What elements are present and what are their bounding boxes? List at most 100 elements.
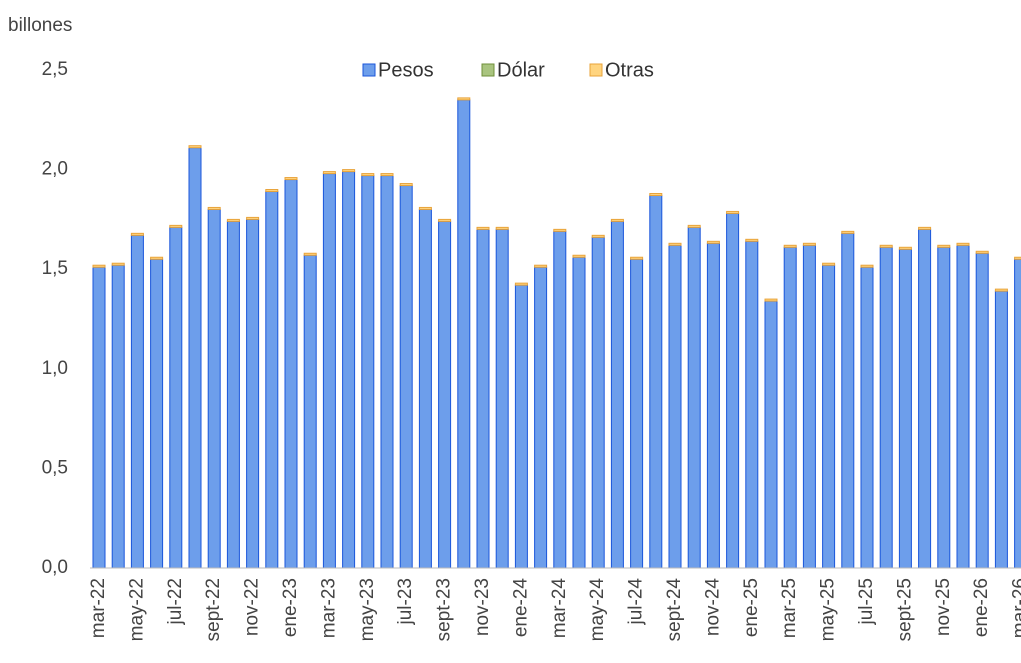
x-tick-label: ene-23 <box>280 578 301 637</box>
bar-segment <box>514 282 528 286</box>
x-tick-label: nov-22 <box>242 578 263 636</box>
bar-segment <box>822 262 836 266</box>
y-tick-label: 1,5 <box>42 258 68 279</box>
bar-segment <box>975 250 989 254</box>
bar-segment <box>553 228 567 232</box>
bar-segment <box>668 242 682 246</box>
bar-segment <box>130 234 144 569</box>
bar-segment <box>534 266 548 569</box>
bar-segment <box>553 230 567 569</box>
bar-segment <box>111 264 125 569</box>
bar-segment <box>1014 256 1021 260</box>
bar-segment <box>802 244 816 569</box>
bar-segment <box>841 230 855 234</box>
bar-segment <box>706 240 720 244</box>
bar-segment <box>169 224 183 228</box>
x-tick-label: sept-22 <box>203 578 224 641</box>
legend-swatch <box>481 63 495 77</box>
bar-segment <box>457 99 471 569</box>
bar-segment <box>438 220 452 569</box>
bar-segment <box>860 264 874 268</box>
y-tick-label: 0,5 <box>42 457 68 478</box>
bar-segment <box>246 216 260 220</box>
x-tick-label: may-23 <box>357 578 378 641</box>
bar-segment <box>418 206 432 210</box>
bar-segment <box>610 220 624 569</box>
y-tick-label: 2,0 <box>42 159 68 180</box>
bar-segment <box>495 226 509 230</box>
bar-segment <box>457 97 471 101</box>
y-tick-label: 1,0 <box>42 358 68 379</box>
bar-segment <box>841 232 855 569</box>
bar-segment <box>438 218 452 222</box>
bar-segment <box>918 228 932 569</box>
x-tick-label: jul-23 <box>395 578 416 625</box>
bar-segment <box>898 246 912 250</box>
bar-segment <box>150 258 164 569</box>
bar-segment <box>303 252 317 256</box>
x-tick-label: sept-25 <box>894 578 915 641</box>
bar-segment <box>649 193 663 196</box>
bar-segment <box>322 171 336 175</box>
bar-segment <box>668 244 682 569</box>
bar-segment <box>937 246 951 569</box>
bar-segment <box>226 220 240 569</box>
legend-label: Dólar <box>497 59 545 81</box>
x-tick-label: jul-25 <box>856 578 877 625</box>
x-tick-label: may-25 <box>818 578 839 641</box>
x-tick-label: sept-24 <box>664 578 685 642</box>
bar-segment <box>956 244 970 569</box>
bar-segment <box>956 242 970 246</box>
bar-segment <box>994 288 1008 292</box>
bar-segment <box>860 266 874 569</box>
bar-segment <box>418 208 432 569</box>
x-tick-label: mar-26 <box>1010 578 1021 638</box>
bar-segment <box>534 264 548 268</box>
legend-label: Pesos <box>378 59 434 81</box>
y-axis-label: billones <box>8 15 72 36</box>
bar-segment <box>476 228 490 569</box>
bar-segment <box>150 256 164 260</box>
bar-segment <box>630 256 644 260</box>
bar-segment <box>706 242 720 569</box>
bar-segment <box>284 179 298 569</box>
bar-segment <box>764 300 778 569</box>
bar-segment <box>687 226 701 569</box>
x-tick-label: nov-25 <box>933 578 954 636</box>
bar-segment <box>937 244 951 248</box>
bar-segment <box>572 256 586 569</box>
bar-segment <box>649 194 663 569</box>
bar-segment <box>476 226 490 230</box>
bar-segment <box>380 173 394 177</box>
bar-segment <box>342 171 356 569</box>
bar-segment <box>361 175 375 569</box>
bar-segment <box>726 210 740 214</box>
bar-segment <box>226 218 240 222</box>
bar-segment <box>745 238 759 242</box>
bar-segment <box>495 228 509 569</box>
bar-segment <box>572 254 586 258</box>
bar-segment <box>783 246 797 569</box>
bar-segment <box>802 242 816 246</box>
x-tick-label: ene-25 <box>741 578 762 637</box>
x-tick-label: ene-24 <box>510 578 531 638</box>
bar-segment <box>1014 258 1021 569</box>
bar-segment <box>303 254 317 569</box>
bar-segment <box>610 218 624 222</box>
bar-segment <box>975 252 989 569</box>
bar-segment <box>514 284 528 569</box>
y-tick-label: 0,0 <box>42 557 68 578</box>
bar-segment <box>188 145 202 149</box>
y-tick-label: 2,5 <box>42 59 68 80</box>
x-tick-label: jul-22 <box>165 578 186 625</box>
bar-segment <box>591 236 605 569</box>
x-tick-label: mar-23 <box>318 578 339 638</box>
bar-segment <box>188 147 202 569</box>
x-tick-label: may-22 <box>126 578 147 641</box>
bar-segment <box>342 169 356 173</box>
bar-segment <box>591 234 605 238</box>
bar-segment <box>745 240 759 569</box>
bar-segment <box>726 212 740 569</box>
x-tick-label: nov-23 <box>472 578 493 636</box>
